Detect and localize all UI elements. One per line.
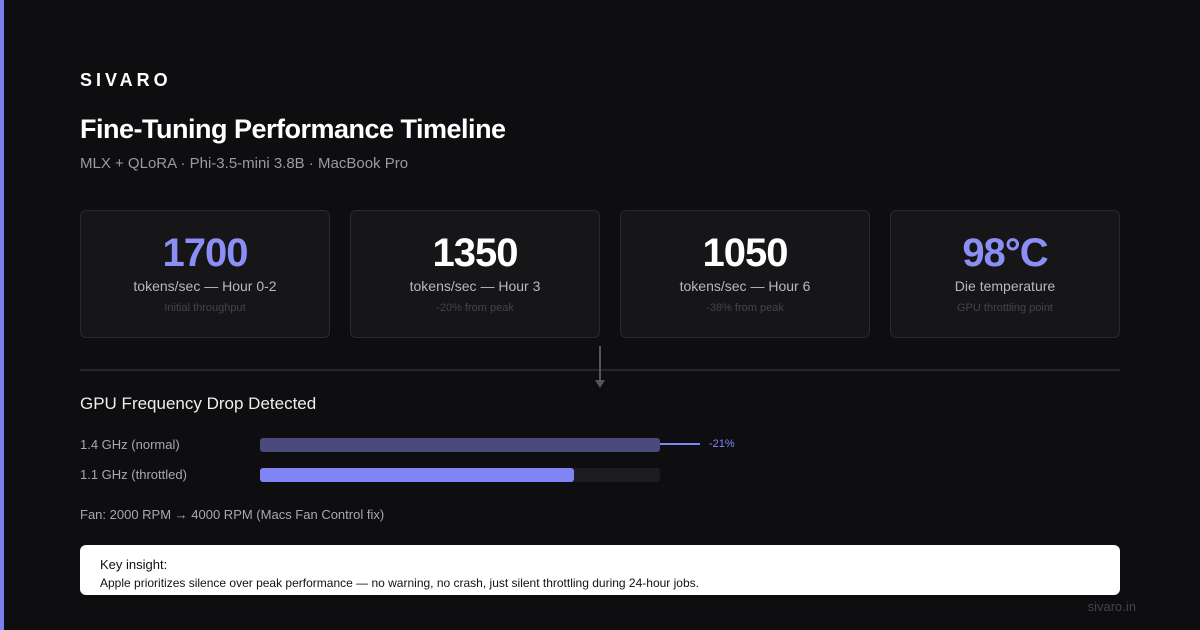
stat-label: tokens/sec — Hour 0-2 [133, 278, 277, 294]
stat-note: -20% from peak [436, 302, 514, 314]
insight-text: Apple prioritizes silence over peak perf… [100, 576, 699, 590]
stat-value: 98°C [962, 231, 1048, 275]
bar-label: 1.1 GHz (throttled) [80, 467, 187, 482]
change-label: -21% [709, 438, 735, 450]
stat-value: 1350 [432, 231, 519, 275]
bar [260, 468, 575, 482]
bar-track [260, 438, 660, 452]
brand: SIVARO [80, 70, 172, 90]
fan-note: Fan: 2000 RPM → 4000 RPM (Macs Fan Contr… [80, 507, 385, 522]
insight-box: Key insight: Apple prioritizes silence o… [80, 545, 1120, 595]
stat-value: 1700 [162, 231, 249, 275]
stat-value: 1050 [702, 231, 789, 275]
stat-card: 1050 tokens/sec — Hour 6 -38% from peak [620, 210, 870, 338]
arrow [595, 346, 605, 388]
stat-card: 1700 tokens/sec — Hour 0-2 Initial through… [80, 210, 330, 338]
title: Fine-Tuning Performance Timeline [80, 114, 506, 144]
accent-bar [0, 0, 4, 630]
bar-track [260, 468, 660, 482]
stat-card: 98°C Die temperature GPU throttling point [890, 210, 1120, 338]
stat-note: -38% from peak [706, 302, 784, 314]
insight-title: Key insight: [100, 557, 168, 572]
footer: sivaro.in [1087, 599, 1136, 614]
subtitle: MLX + QLoRA · Phi-3.5-mini 3.8B · MacBoo… [80, 155, 409, 172]
change-connector [660, 443, 700, 445]
stat-label: tokens/sec — Hour 6 [679, 278, 811, 294]
bar-label: 1.4 GHz (normal) [80, 437, 180, 452]
section-title: GPU Frequency Drop Detected [80, 394, 317, 413]
stat-card: 1350 tokens/sec — Hour 3 -20% from peak [350, 210, 600, 338]
bar [260, 438, 660, 452]
stat-label: tokens/sec — Hour 3 [409, 278, 541, 294]
stat-label: Die temperature [954, 278, 1056, 294]
stat-note: Initial throughput [164, 302, 246, 314]
stat-note: GPU throttling point [957, 302, 1053, 314]
